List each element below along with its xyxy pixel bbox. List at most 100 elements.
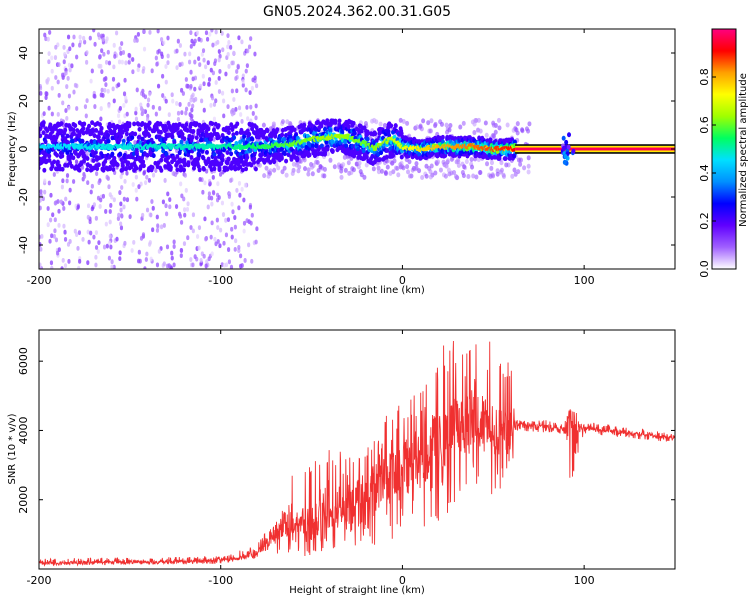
spectrogram-noise-cell	[39, 83, 42, 89]
spectrogram-cell	[225, 166, 230, 172]
snr-x-tick: -200	[27, 330, 51, 587]
spectrogram-cell	[226, 130, 231, 136]
spectrogram-noise-cell	[240, 186, 244, 192]
spectrogram-noise-cell	[218, 171, 223, 177]
spectrogram-cell	[91, 158, 96, 163]
spectrogram-noise-cell	[398, 162, 403, 168]
spectrogram-noise-cell	[84, 113, 88, 119]
spectrogram-noise-cell	[229, 178, 233, 183]
spectrogram-noise-cell	[141, 232, 146, 238]
spectrogram-noise-cell	[217, 195, 221, 200]
spectrogram-noise-cell	[67, 62, 72, 68]
spectrogram-cell	[189, 138, 194, 143]
spectrogram-cell	[94, 128, 99, 133]
spectrogram-cell	[50, 163, 55, 169]
spectrogram-noise-cell	[98, 54, 102, 59]
spectrogram-noise-cell	[119, 225, 124, 231]
spectrogram-cell	[497, 156, 502, 161]
spectrogram-noise-cell	[231, 209, 235, 215]
spectrogram-noise-cell	[151, 205, 155, 211]
spectrogram-noise-cell	[210, 220, 214, 226]
spectrogram-noise-cell	[86, 214, 90, 220]
spectrogram-noise-cell	[39, 197, 42, 203]
spectrogram-noise-cell	[72, 34, 76, 40]
spectrogram-noise-cell	[176, 38, 180, 44]
spectrogram-noise-cell	[167, 263, 171, 269]
spectrogram-noise-cell	[526, 155, 531, 161]
snr-y-ticks: 2000 4000 6000	[17, 347, 675, 514]
spectrogram-noise-cell	[143, 266, 147, 269]
spectrogram-noise-cell	[227, 39, 231, 45]
spectrogram-noise-cell	[193, 254, 197, 260]
spectrogram-cell	[319, 143, 324, 149]
spectrogram-noise-cell	[144, 257, 148, 262]
spectrogram-noise-cell	[417, 168, 422, 174]
snr-y-tick: 2000	[17, 486, 675, 514]
spectrogram-noise-cell	[240, 119, 244, 124]
spectrogram-noise-cell	[210, 95, 215, 101]
spectrogram-noise-cell	[448, 123, 453, 129]
spectrogram-noise-cell	[76, 204, 80, 210]
spectrogram-noise-cell	[47, 180, 51, 186]
spectrogram-cell	[286, 152, 291, 158]
spectrogram-noise-cell	[143, 94, 148, 100]
spectrogram-noise-cell	[205, 36, 210, 42]
spectrogram-noise-cell	[107, 60, 112, 66]
spectrogram-noise-cell	[119, 50, 123, 56]
spectrogram-cell	[81, 130, 86, 136]
spectrogram-noise-cell	[208, 31, 212, 37]
spectrogram-cell	[273, 152, 278, 158]
spectrogram-cell	[158, 129, 163, 135]
spectrogram-noise-cell	[184, 77, 188, 82]
spectrogram-cell	[60, 166, 65, 172]
spectrogram-noise-cell	[240, 263, 244, 268]
spectrogram-noise-cell	[115, 236, 119, 242]
spectrogram-noise-cell	[179, 253, 183, 259]
spectrogram-cell	[65, 133, 70, 139]
spectrogram-noise-cell	[185, 83, 189, 89]
spectrogram-noise-cell	[134, 110, 138, 116]
spectrogram-noise-cell	[191, 103, 195, 109]
spectrogram-noise-cell	[85, 98, 89, 104]
spectrogram-noise-cell	[141, 69, 145, 74]
colorbar-tick: 0.4	[698, 164, 716, 182]
spectrogram-cell	[189, 121, 194, 127]
spectrogram-noise-cell	[183, 51, 187, 57]
spectrogram-noise-cell	[166, 53, 170, 59]
spectrogram-noise-cell	[218, 227, 223, 233]
spectrogram-noise-cell	[103, 87, 107, 93]
spectrogram-noise-cell	[172, 171, 176, 177]
spectrogram-noise-cell	[107, 184, 111, 190]
spectrogram-noise-cell	[48, 217, 53, 223]
spectrogram-noise-cell	[122, 103, 126, 108]
spectrogram-noise-cell	[189, 83, 193, 89]
spectrogram-noise-cell	[237, 35, 241, 41]
spectrogram-noise-cell	[428, 169, 433, 175]
spectrogram-noise-cell	[310, 171, 315, 177]
spectrogram-cell	[374, 138, 379, 144]
spectrogram-noise-cell	[216, 39, 220, 45]
colorbar-ticks: 0.0 0.2 0.4 0.6 0.8	[698, 68, 716, 278]
spectrogram-noise-cell	[186, 235, 190, 241]
spectrogram-noise-cell	[175, 65, 179, 71]
spectrogram-noise-cell	[217, 89, 222, 94]
spectrogram-noise-cell	[179, 219, 184, 225]
spectrogram-noise-cell	[53, 200, 57, 206]
spectrogram-noise-cell	[231, 107, 235, 113]
spectrogram-y-tick-label: 0	[17, 146, 30, 153]
spectrogram-cell	[183, 162, 188, 168]
spectrogram-noise-cell	[170, 92, 174, 98]
spectrogram-cell	[364, 154, 369, 160]
spectrogram-noise-cell	[176, 110, 181, 116]
spectrogram-noise-cell	[135, 87, 139, 93]
spectrogram-cell	[379, 150, 384, 156]
spectrogram-noise-cell	[108, 219, 112, 225]
snr-x-tick: -100	[208, 330, 233, 587]
spectrogram-noise-cell	[230, 88, 234, 94]
spectrogram-noise-cell	[134, 106, 138, 112]
spectrogram-noise-cell	[119, 221, 123, 227]
spectrogram-noise-cell	[276, 165, 281, 171]
spectrogram-noise-cell	[247, 219, 251, 224]
spectrogram-noise-cell	[75, 54, 79, 60]
spectrogram-noise-cell	[175, 101, 179, 106]
